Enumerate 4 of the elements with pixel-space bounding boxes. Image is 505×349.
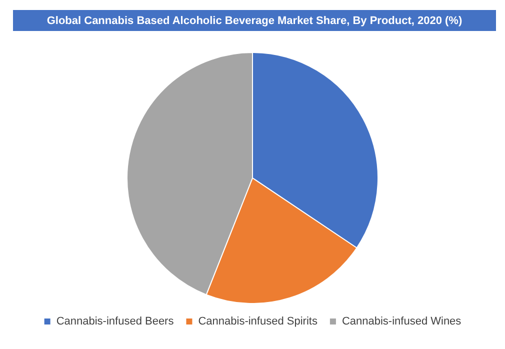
legend-label: Cannabis-infused Spirits [198,316,318,328]
legend-label: Cannabis-infused Wines [342,316,462,328]
chart-title: Global Cannabis Based Alcoholic Beverage Market Share, By Product, 2020 (%) [13,10,496,31]
legend-label: Cannabis-infused Beers [56,316,174,328]
